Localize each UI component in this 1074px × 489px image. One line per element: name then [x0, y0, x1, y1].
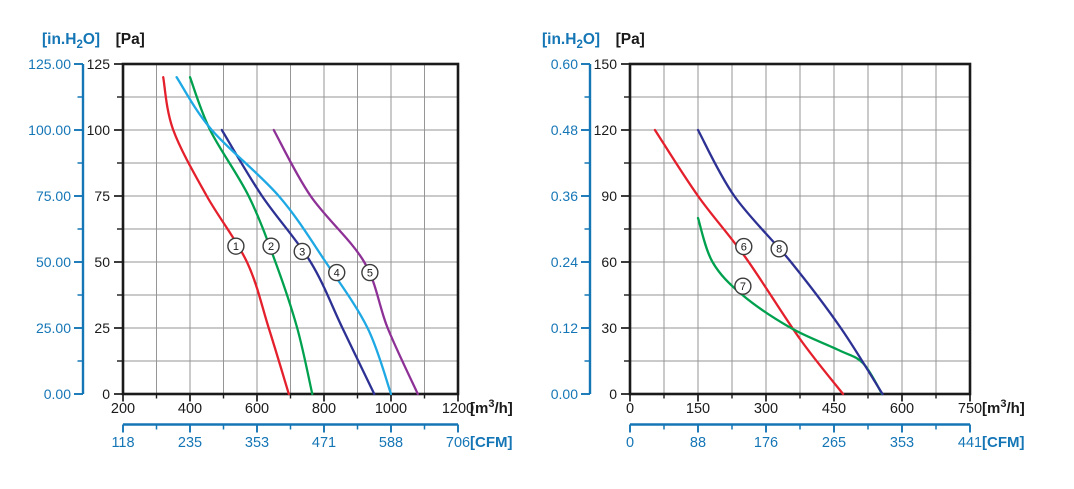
inh2o-tick-label: 25.00 [36, 320, 71, 336]
inh2o-tick-label: 0.24 [551, 254, 578, 270]
curve-2 [188, 76, 314, 396]
cfm-tick-label: 706 [446, 435, 470, 451]
curve-label-number-4: 4 [334, 267, 340, 279]
pa-tick-label: 75 [94, 188, 110, 204]
flow-tick-label: 1200 [442, 401, 474, 417]
cfm-tick-label: 235 [178, 435, 202, 451]
curve-label-circle-2 [262, 237, 280, 255]
curve-7 [696, 216, 884, 396]
curve-3 [220, 128, 376, 396]
curve-label-number-8: 8 [776, 244, 782, 256]
curve-label-circle-8 [770, 240, 788, 258]
header-units: [in.H2O] [Pa] [42, 31, 145, 51]
curve-label-number-1: 1 [233, 241, 239, 253]
curve-label-circle-6 [735, 237, 753, 256]
pa-tick-label: 90 [601, 188, 617, 204]
cfm-tick-label: 471 [312, 435, 336, 451]
flow-tick-label: 600 [245, 401, 269, 417]
inh2o-tick-label: 0.12 [551, 320, 578, 336]
m3h-unit-label: [m3/h] [982, 398, 1025, 417]
flow-tick-label: 750 [958, 401, 982, 417]
cfm-tick-label: 118 [111, 435, 134, 451]
cfm-tick-label: 88 [690, 435, 706, 451]
cfm-tick-label: 588 [379, 435, 403, 451]
flow-tick-label: 150 [686, 401, 710, 417]
inh2o-tick-label: 0.60 [551, 56, 578, 72]
pa-tick-label: 50 [94, 254, 110, 270]
curve-label-number-5: 5 [367, 267, 373, 279]
pa-tick-label: 150 [594, 56, 618, 72]
cfm-tick-label: 353 [890, 435, 914, 451]
curve-label-circle-5 [361, 263, 379, 282]
curve-label-number-6: 6 [741, 242, 747, 254]
inh2o-tick-label: 125.00 [28, 56, 71, 72]
flow-tick-label: 1000 [375, 401, 407, 417]
m3h-unit-label: [m3/h] [470, 398, 513, 417]
curve-label-circle-7 [734, 277, 752, 295]
curve-label-circle-3 [293, 242, 311, 261]
flow-tick-label: 800 [312, 401, 336, 417]
curve-1 [162, 76, 290, 396]
curve-label-number-2: 2 [268, 241, 274, 253]
curve-5 [272, 128, 419, 396]
curve-6 [653, 128, 845, 396]
curve-label-number-7: 7 [740, 281, 746, 293]
inh2o-tick-label: 75.00 [36, 188, 71, 204]
cfm-tick-label: 353 [245, 435, 269, 451]
inh2o-tick-label: 0.00 [44, 386, 71, 402]
cfm-tick-label: 441 [958, 435, 982, 451]
inh2o-tick-label: 0.48 [551, 122, 578, 138]
flow-tick-label: 450 [822, 401, 846, 417]
flow-tick-label: 0 [626, 401, 634, 417]
cfm-tick-label: 265 [822, 435, 846, 451]
pa-tick-label: 0 [609, 386, 617, 402]
pa-tick-label: 120 [594, 122, 618, 138]
inh2o-tick-label: 50.00 [36, 254, 71, 270]
pa-tick-label: 0 [102, 386, 110, 402]
pa-tick-label: 30 [601, 320, 617, 336]
curve-4 [175, 76, 393, 396]
pa-tick-label: 25 [94, 320, 110, 336]
cfm-unit-label: [CFM] [982, 434, 1024, 451]
curve-label-circle-1 [227, 237, 245, 255]
inh2o-tick-label: 0.00 [551, 386, 578, 402]
cfm-unit-label: [CFM] [470, 434, 512, 451]
flow-tick-label: 600 [890, 401, 914, 417]
curve-label-number-3: 3 [299, 246, 305, 258]
cfm-tick-label: 0 [626, 435, 634, 451]
pa-tick-label: 100 [87, 122, 111, 138]
flow-tick-label: 400 [178, 401, 202, 417]
header-units: [in.H2O] [Pa] [542, 31, 645, 51]
cfm-tick-label: 176 [754, 435, 778, 451]
flow-tick-label: 200 [111, 401, 135, 417]
inh2o-tick-label: 100.00 [28, 122, 71, 138]
pa-tick-label: 60 [601, 254, 617, 270]
pa-tick-label: 125 [87, 56, 111, 72]
inh2o-tick-label: 0.36 [551, 188, 578, 204]
curve-label-circle-4 [328, 263, 346, 282]
curve-8 [696, 128, 884, 396]
flow-tick-label: 300 [754, 401, 778, 417]
